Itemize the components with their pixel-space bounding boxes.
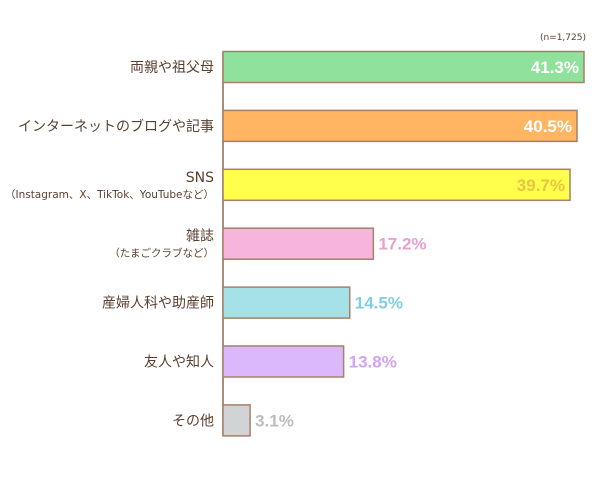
- category-label: 友人や知人: [144, 354, 214, 371]
- data-label: 41.3%: [531, 58, 579, 77]
- data-label: 13.8%: [349, 353, 397, 372]
- data-label: 40.5%: [524, 117, 572, 136]
- bar: [222, 50, 585, 84]
- bar: [222, 227, 375, 260]
- data-label: 39.7%: [517, 176, 565, 195]
- data-label: 3.1%: [255, 411, 294, 430]
- category-sublabel: （たまごクラブなど）: [109, 247, 214, 260]
- category-sublabel: （Instagram、X、TikTok、YouTubeなど）: [5, 189, 214, 201]
- bar: [222, 286, 351, 319]
- bar: [222, 404, 251, 437]
- bar: [222, 109, 578, 143]
- category-label: SNS: [186, 170, 214, 186]
- category-label: 両親や祖父母: [130, 60, 214, 76]
- category-label: その他: [172, 413, 214, 429]
- bar: [222, 345, 345, 378]
- category-label: 産婦人科や助産師: [102, 295, 214, 312]
- category-label: 雑誌: [186, 229, 214, 245]
- data-label: 14.5%: [355, 294, 403, 313]
- data-label: 17.2%: [378, 235, 426, 254]
- sample-size-note: (n=1,725): [540, 33, 586, 43]
- bar: [222, 168, 571, 202]
- category-label: インターネットのブログや記事: [18, 118, 214, 135]
